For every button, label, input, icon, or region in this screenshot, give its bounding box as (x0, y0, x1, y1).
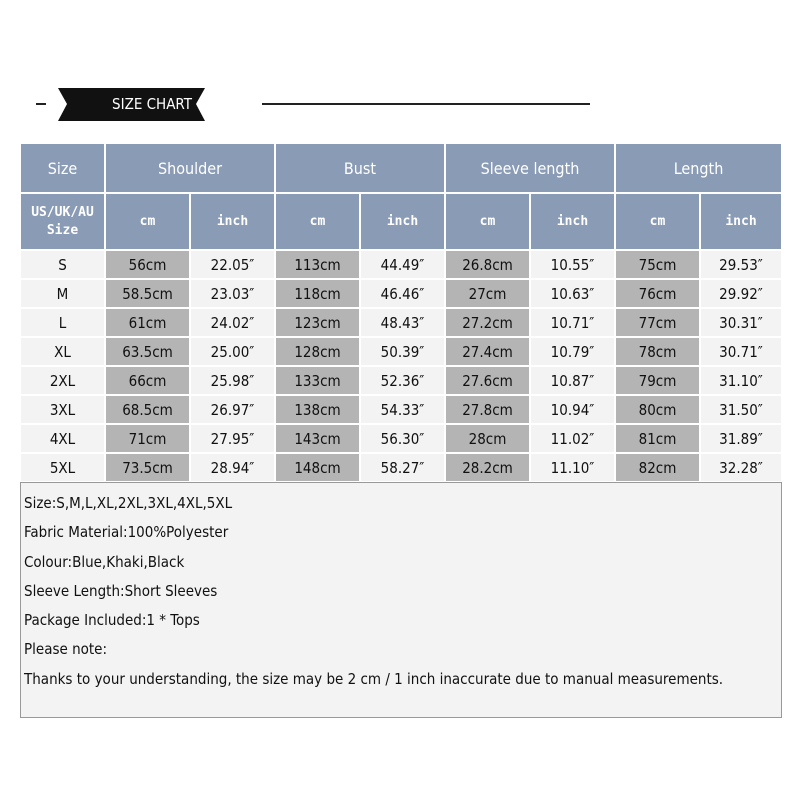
data-cell: 10.63″ (530, 279, 615, 308)
data-cell: 138cm (275, 395, 360, 424)
data-cell: 56.30″ (360, 424, 445, 453)
header-cell: Shoulder (105, 143, 275, 193)
data-cell: 10.71″ (530, 308, 615, 337)
data-cell: 81cm (615, 424, 700, 453)
data-cell: 46.46″ (360, 279, 445, 308)
data-cell: 68.5cm (105, 395, 190, 424)
data-cell: 11.10″ (530, 453, 615, 482)
data-cell: 27cm (445, 279, 530, 308)
note-line: Thanks to your understanding, the size m… (24, 669, 724, 688)
data-cell: 30.71″ (700, 337, 782, 366)
data-cell: 78cm (615, 337, 700, 366)
title-banner: SIZE CHART (36, 88, 590, 121)
subheader-cell: inch (530, 193, 615, 250)
data-cell: 27.6cm (445, 366, 530, 395)
data-cell: 31.10″ (700, 366, 782, 395)
data-cell: 29.53″ (700, 250, 782, 279)
data-cell: XL (20, 337, 105, 366)
data-cell: 123cm (275, 308, 360, 337)
subheader-cell: inch (360, 193, 445, 250)
note-line: Sleeve Length:Short Sleeves (24, 581, 218, 600)
data-cell: 58.5cm (105, 279, 190, 308)
data-cell: 5XL (20, 453, 105, 482)
subheader-cell: US/UK/AU Size (20, 193, 105, 250)
subheader-cell: cm (275, 193, 360, 250)
header-cell: Size (20, 143, 105, 193)
data-cell: 80cm (615, 395, 700, 424)
data-cell: 77cm (615, 308, 700, 337)
data-cell: 22.05″ (190, 250, 275, 279)
data-cell: 50.39″ (360, 337, 445, 366)
data-cell: 26.8cm (445, 250, 530, 279)
subheader-cell: cm (105, 193, 190, 250)
data-cell: 63.5cm (105, 337, 190, 366)
data-cell: 58.27″ (360, 453, 445, 482)
data-cell: 79cm (615, 366, 700, 395)
data-cell: 26.97″ (190, 395, 275, 424)
subheader-cell: inch (190, 193, 275, 250)
data-cell: 66cm (105, 366, 190, 395)
note-line: Please note: (24, 640, 108, 659)
data-cell: 2XL (20, 366, 105, 395)
data-cell: 118cm (275, 279, 360, 308)
note-line: Fabric Material:100%Polyester (24, 523, 229, 542)
data-cell: 128cm (275, 337, 360, 366)
data-cell: 25.98″ (190, 366, 275, 395)
data-cell: 48.43″ (360, 308, 445, 337)
data-cell: 10.87″ (530, 366, 615, 395)
data-cell: 27.8cm (445, 395, 530, 424)
subheader-cell: cm (445, 193, 530, 250)
data-cell: 73.5cm (105, 453, 190, 482)
data-cell: 143cm (275, 424, 360, 453)
data-cell: 28.94″ (190, 453, 275, 482)
data-cell: 4XL (20, 424, 105, 453)
data-cell: 10.79″ (530, 337, 615, 366)
data-cell: 113cm (275, 250, 360, 279)
header-cell: Length (615, 143, 782, 193)
header-cell: Sleeve length (445, 143, 615, 193)
note-line: Package Included:1 * Tops (24, 611, 200, 630)
data-cell: 133cm (275, 366, 360, 395)
note-line: Size:S,M,L,XL,2XL,3XL,4XL,5XL (24, 494, 233, 512)
data-cell: 76cm (615, 279, 700, 308)
notes: Size:S,M,L,XL,2XL,3XL,4XL,5XL Fabric Mate… (20, 482, 782, 718)
data-cell: 28cm (445, 424, 530, 453)
data-cell: 27.4cm (445, 337, 530, 366)
data-cell: L (20, 308, 105, 337)
data-cell: 24.02″ (190, 308, 275, 337)
data-cell: 54.33″ (360, 395, 445, 424)
subheader-cell: cm (615, 193, 700, 250)
data-cell: 75cm (615, 250, 700, 279)
data-cell: 10.94″ (530, 395, 615, 424)
data-cell: 3XL (20, 395, 105, 424)
data-cell: 61cm (105, 308, 190, 337)
data-cell: 52.36″ (360, 366, 445, 395)
data-cell: 23.03″ (190, 279, 275, 308)
data-cell: M (20, 279, 105, 308)
data-cell: 31.89″ (700, 424, 782, 453)
title: SIZE CHART (112, 95, 193, 113)
data-cell: 29.92″ (700, 279, 782, 308)
header-cell: Bust (275, 143, 445, 193)
data-cell: 30.31″ (700, 308, 782, 337)
data-cell: 25.00″ (190, 337, 275, 366)
data-cell: S (20, 250, 105, 279)
data-cell: 148cm (275, 453, 360, 482)
data-cell: 32.28″ (700, 453, 782, 482)
data-cell: 28.2cm (445, 453, 530, 482)
subheader-cell: inch (700, 193, 782, 250)
data-cell: 56cm (105, 250, 190, 279)
data-cell: 71cm (105, 424, 190, 453)
data-cell: 27.2cm (445, 308, 530, 337)
data-cell: 10.55″ (530, 250, 615, 279)
data-cell: 31.50″ (700, 395, 782, 424)
data-cell: 82cm (615, 453, 700, 482)
data-cell: 11.02″ (530, 424, 615, 453)
data-cell: 44.49″ (360, 250, 445, 279)
note-line: Colour:Blue,Khaki,Black (24, 552, 185, 571)
data-cell: 27.95″ (190, 424, 275, 453)
